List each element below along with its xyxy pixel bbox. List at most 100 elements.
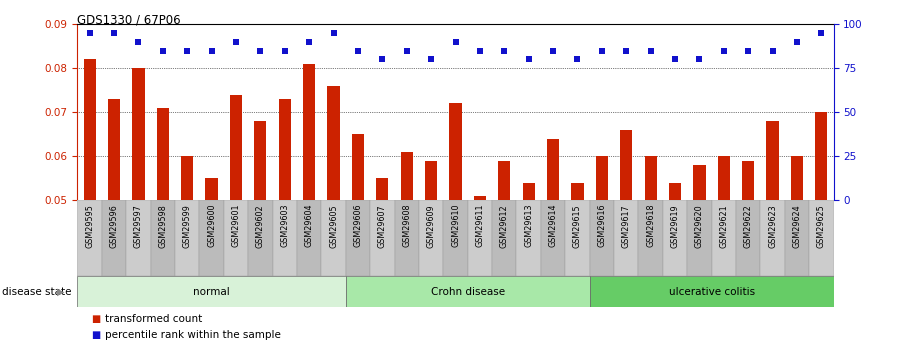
Text: GSM29600: GSM29600 (207, 204, 216, 247)
Text: GSM29595: GSM29595 (85, 204, 94, 248)
Bar (614, 200, 639, 276)
Text: GSM29623: GSM29623 (768, 204, 777, 247)
Bar (589, 276, 834, 307)
Text: ■: ■ (91, 330, 100, 339)
Point (399, 48, 414, 53)
Bar (394, 200, 419, 276)
Bar (498, 160, 510, 200)
Point (424, 57, 438, 62)
Bar (711, 200, 736, 276)
Text: transformed count: transformed count (105, 314, 202, 324)
Text: ▶: ▶ (56, 287, 64, 296)
Bar (596, 156, 608, 200)
Text: GSM29605: GSM29605 (329, 204, 338, 247)
Bar (565, 200, 589, 276)
Point (692, 57, 707, 62)
Bar (84, 59, 96, 200)
Text: normal: normal (193, 287, 230, 296)
Text: GSM29603: GSM29603 (281, 204, 290, 247)
Bar (77, 200, 102, 276)
Bar (517, 200, 541, 276)
Text: GSM29606: GSM29606 (353, 204, 363, 247)
Bar (279, 99, 291, 200)
Bar (589, 200, 614, 276)
Bar (639, 200, 663, 276)
Text: GSM29608: GSM29608 (403, 204, 411, 247)
Text: GSM29612: GSM29612 (500, 204, 508, 247)
Bar (157, 108, 169, 200)
Bar (376, 178, 388, 200)
Text: GDS1330 / 67P06: GDS1330 / 67P06 (77, 14, 181, 27)
Point (595, 48, 609, 53)
Text: GSM29622: GSM29622 (743, 204, 752, 248)
Text: GSM29601: GSM29601 (231, 204, 241, 247)
Bar (346, 200, 370, 276)
Text: ulcerative colitis: ulcerative colitis (669, 287, 754, 296)
Text: GSM29596: GSM29596 (109, 204, 118, 248)
Text: GSM29620: GSM29620 (695, 204, 704, 247)
Text: Crohn disease: Crohn disease (431, 287, 505, 296)
Point (619, 48, 633, 53)
Point (229, 39, 243, 45)
Text: GSM29619: GSM29619 (670, 204, 680, 247)
Bar (669, 183, 681, 200)
Text: disease state: disease state (2, 287, 71, 296)
Point (351, 48, 365, 53)
Bar (297, 200, 322, 276)
Bar (693, 165, 705, 200)
Point (521, 57, 536, 62)
Point (668, 57, 682, 62)
Bar (248, 200, 272, 276)
Bar (206, 178, 218, 200)
Text: GSM29621: GSM29621 (720, 204, 728, 247)
Bar (449, 104, 462, 200)
Bar (444, 200, 467, 276)
Text: GSM29604: GSM29604 (304, 204, 313, 247)
Bar (401, 152, 413, 200)
Point (717, 48, 732, 53)
Text: GSM29624: GSM29624 (793, 204, 802, 247)
Point (790, 39, 804, 45)
Bar (541, 200, 565, 276)
Point (156, 48, 170, 53)
Bar (127, 200, 150, 276)
Bar (272, 200, 297, 276)
Bar (77, 276, 346, 307)
Point (765, 48, 780, 53)
Point (497, 48, 512, 53)
Bar (132, 68, 145, 200)
Bar (474, 196, 486, 200)
Bar (815, 112, 827, 200)
Text: GSM29613: GSM29613 (524, 204, 533, 247)
Bar (663, 200, 687, 276)
Text: GSM29597: GSM29597 (134, 204, 143, 248)
Bar (107, 99, 120, 200)
Bar (620, 130, 632, 200)
Bar (645, 156, 657, 200)
Point (375, 57, 390, 62)
Bar (370, 200, 394, 276)
Bar (742, 160, 754, 200)
Bar (809, 200, 834, 276)
Text: GSM29617: GSM29617 (621, 204, 630, 247)
Bar (322, 200, 346, 276)
Point (326, 30, 341, 36)
Point (570, 57, 585, 62)
Bar (687, 200, 711, 276)
Point (204, 48, 219, 53)
Point (179, 48, 194, 53)
Point (302, 39, 316, 45)
Text: GSM29618: GSM29618 (646, 204, 655, 247)
Bar (736, 200, 761, 276)
Bar (467, 200, 492, 276)
Bar (761, 200, 784, 276)
Bar (181, 156, 193, 200)
Bar (791, 156, 804, 200)
Bar (224, 200, 248, 276)
Bar (425, 160, 437, 200)
Bar (175, 200, 200, 276)
Point (131, 39, 146, 45)
Bar (150, 200, 175, 276)
Point (278, 48, 292, 53)
Bar (346, 276, 589, 307)
